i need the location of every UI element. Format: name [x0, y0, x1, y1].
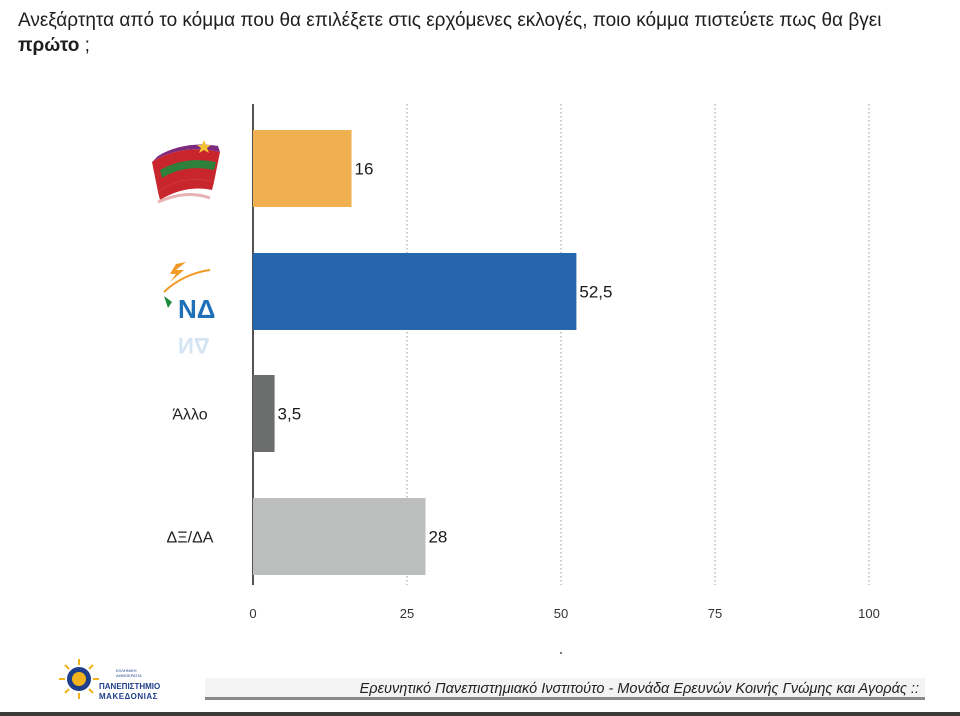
survey-question: Ανεξάρτητα από το κόμμα που θα επιλέξετε… [18, 8, 938, 58]
bar-value-label: 16 [355, 160, 374, 179]
footer-text: Ερευνητικό Πανεπιστημιακό Ινστιτούτο - Μ… [359, 681, 919, 697]
x-tick-label: 0 [249, 606, 256, 621]
question-emphasis: πρώτο [18, 35, 80, 56]
x-tick-labels: 0 25 50 75 100 [249, 606, 879, 621]
bar [253, 253, 577, 330]
x-tick-label: 25 [400, 606, 414, 621]
question-text: Ανεξάρτητα από το κόμμα που θα επιλέξετε… [18, 10, 882, 31]
bar-value-label: 52,5 [579, 283, 612, 302]
republic-label: ΕΛΛΗΝΙΚΗ ΔΗΜΟΚΡΑΤΙΑ [116, 668, 142, 678]
sun-emblem-icon [59, 659, 99, 699]
category-labels: Άλλο ΔΞ/ΔΑ [167, 407, 214, 547]
x-tick-label: 50 [554, 606, 568, 621]
bar [253, 498, 426, 575]
svg-text:ΝΔ: ΝΔ [178, 333, 210, 358]
nd-logo-text: ΝΔ [178, 294, 215, 324]
x-tick-label: 75 [708, 606, 722, 621]
bars [253, 130, 577, 575]
bar-value-label: 28 [428, 528, 447, 547]
university-name-line2: ΜΑΚΕΔΟΝΙΑΣ [99, 692, 158, 701]
bar-chart: 16 52,5 3,5 28 0 25 50 75 100 Άλλο ΔΞ/ΔΑ ΝΔ ΝΔ [152, 104, 880, 621]
stray-mark [560, 652, 562, 654]
value-labels: 16 52,5 3,5 28 [278, 160, 613, 547]
question-end: ; [79, 35, 90, 56]
category-label: Άλλο [172, 407, 207, 424]
category-label: ΔΞ/ΔΑ [167, 530, 214, 547]
x-tick-label: 100 [858, 606, 880, 621]
nd-logo: ΝΔ ΝΔ [163, 262, 215, 358]
university-logo: ΕΛΛΗΝΙΚΗ ΔΗΜΟΚΡΑΤΙΑ ΠΑΝΕΠΙΣΤΗΜΙΟ ΜΑΚΕΔΟΝ… [58, 650, 168, 710]
bar [253, 130, 352, 207]
bottom-edge [0, 712, 960, 716]
university-name-line1: ΠΑΝΕΠΙΣΤΗΜΙΟ [99, 682, 161, 691]
bar [253, 375, 275, 452]
footer: Ερευνητικό Πανεπιστημιακό Ινστιτούτο - Μ… [205, 678, 925, 700]
bar-value-label: 3,5 [278, 405, 302, 424]
syriza-logo [152, 140, 220, 204]
